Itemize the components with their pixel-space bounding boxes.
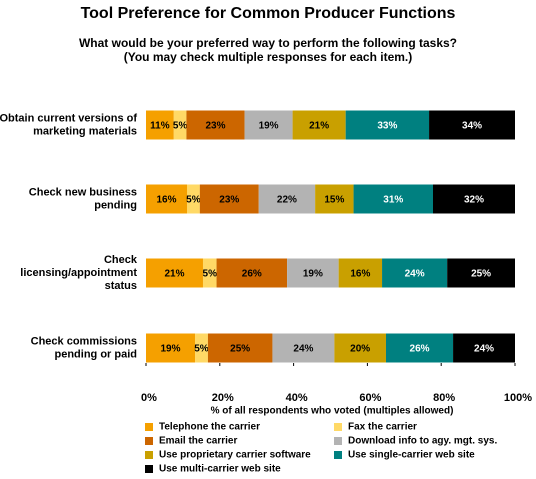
bar-segment — [146, 110, 174, 140]
x-tick-label: 100% — [504, 392, 532, 404]
legend-swatch — [145, 451, 153, 459]
value-label: 11% — [150, 121, 170, 132]
y-tick-label-line: pending or paid — [55, 348, 138, 360]
value-label: 19% — [161, 344, 181, 355]
value-label: 21% — [309, 121, 329, 132]
bar-segment — [287, 258, 339, 288]
bar-segment — [292, 110, 346, 140]
value-label: 19% — [259, 121, 279, 132]
bar-segment — [338, 258, 383, 288]
value-label: 20% — [350, 344, 370, 355]
value-label: 25% — [471, 269, 491, 280]
x-tick-label: 80% — [433, 392, 455, 404]
legend-label: Download info to agy. mgt. sys. — [348, 436, 497, 447]
bar-segment — [244, 110, 293, 140]
value-label: 24% — [293, 344, 313, 355]
chart-title: Tool Preference for Common Producer Func… — [81, 5, 456, 22]
value-label: 5% — [194, 344, 209, 355]
value-label: 5% — [186, 195, 201, 206]
bar-segment — [216, 258, 288, 288]
bar-segment — [447, 258, 515, 288]
bar-segment — [272, 333, 335, 363]
value-label: 16% — [350, 269, 370, 280]
y-tick-label: Check commissions pending or paid — [31, 335, 137, 360]
value-label: 21% — [164, 269, 184, 280]
bar-segment — [202, 258, 217, 288]
bar-segment — [429, 110, 515, 140]
value-label: 24% — [474, 344, 494, 355]
legend-label: Telephone the carrier — [159, 422, 260, 433]
bar-segment — [385, 333, 454, 363]
bar-segment — [207, 333, 273, 363]
bar-segment — [199, 184, 259, 214]
value-label: 23% — [205, 121, 225, 132]
x-axis-label: % of all respondents who voted (multiple… — [211, 406, 454, 417]
legend-label: Use proprietary carrier software — [159, 450, 311, 461]
legend-swatch — [145, 423, 153, 431]
y-tick-label-line: licensing/appointment — [20, 267, 137, 279]
x-tick-label: 0% — [141, 392, 157, 404]
value-label: 23% — [219, 195, 239, 206]
bar-segment — [146, 333, 196, 363]
value-label: 5% — [173, 121, 188, 132]
value-label: 24% — [405, 269, 425, 280]
y-tick-label-line: Check new business — [29, 186, 137, 198]
legend-label: Fax the carrier — [348, 422, 417, 433]
x-tick-label: 20% — [212, 392, 234, 404]
y-tick-label-line: Obtain current versions of — [0, 112, 137, 124]
legend-swatch — [334, 437, 342, 445]
y-tick-label: Obtain current versions of marketing mate… — [0, 112, 137, 137]
bar-segment — [146, 258, 203, 288]
value-label: 33% — [377, 121, 397, 132]
legend-label: Use multi-carrier web site — [159, 464, 281, 475]
value-label: 34% — [462, 121, 482, 132]
value-label: 32% — [464, 195, 484, 206]
value-label: 26% — [242, 269, 262, 280]
bar-segment — [433, 184, 515, 214]
x-tick-label: 40% — [286, 392, 308, 404]
value-label: 19% — [303, 269, 323, 280]
y-tick-label-line: pending — [94, 199, 137, 211]
x-tick-label: 60% — [359, 392, 381, 404]
value-label: 31% — [383, 195, 403, 206]
bar-segment — [173, 110, 187, 140]
y-tick-label-line: Check — [104, 254, 138, 266]
value-label: 5% — [203, 269, 218, 280]
bar-segment — [453, 333, 515, 363]
bar-segment — [258, 184, 316, 214]
y-tick-label: Check licensing/appointment status — [20, 254, 138, 292]
bar-segment — [315, 184, 354, 214]
y-tick-label-line: status — [105, 280, 137, 292]
bar-segment — [186, 110, 245, 140]
legend-swatch — [145, 465, 153, 473]
value-label: 15% — [324, 195, 344, 206]
chart-subtitle: (You may check multiple responses for ea… — [124, 50, 413, 64]
bar-segment — [146, 184, 187, 214]
legend-label: Email the carrier — [159, 436, 237, 447]
legend-swatch — [145, 437, 153, 445]
y-tick-label: Check new business pending — [29, 186, 137, 211]
legend-swatch — [334, 423, 342, 431]
bar-segment — [187, 184, 200, 214]
bar-segment — [195, 333, 208, 363]
bar-segment — [334, 333, 386, 363]
chart-subtitle: What would be your preferred way to perf… — [79, 36, 457, 50]
value-label: 25% — [230, 344, 250, 355]
bar-segment — [345, 110, 430, 140]
value-label: 26% — [410, 344, 430, 355]
legend-swatch — [334, 451, 342, 459]
bar-segment — [353, 184, 433, 214]
legend-label: Use single-carrier web site — [348, 450, 475, 461]
y-tick-label-line: Check commissions — [31, 335, 137, 347]
bar-segment — [382, 258, 448, 288]
value-label: 22% — [277, 195, 297, 206]
y-tick-label-line: marketing materials — [33, 125, 137, 137]
value-label: 16% — [156, 195, 176, 206]
